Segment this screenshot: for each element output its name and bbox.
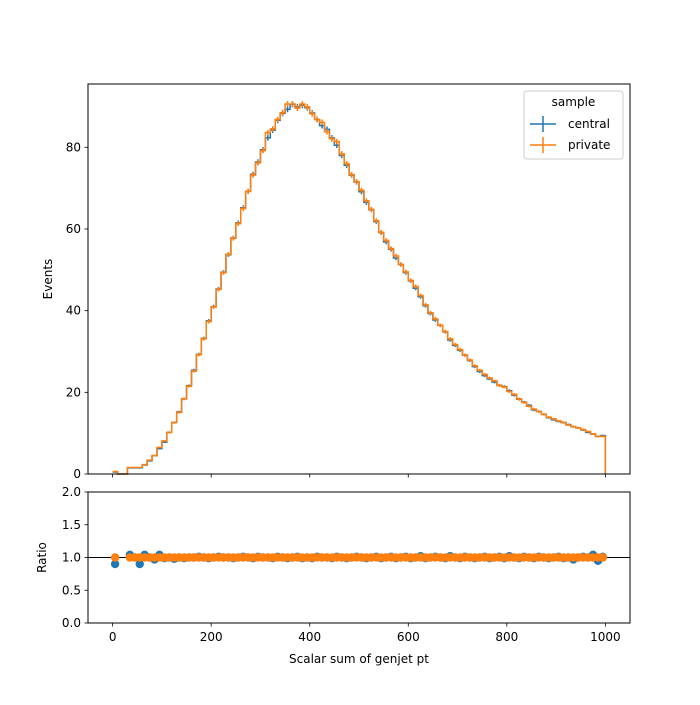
x-tick-label-1000: 1000 [590, 630, 621, 644]
top-y-axis-label: Events [41, 259, 55, 300]
top-plot-frame [87, 83, 631, 475]
top-y-tick-label-0: 0 [73, 467, 81, 481]
ratio-plot-frame [87, 491, 631, 624]
x-tick-label-800: 800 [495, 630, 518, 644]
x-tick-label-600: 600 [397, 630, 420, 644]
x-tick-label-200: 200 [200, 630, 223, 644]
legend-frame [523, 90, 624, 160]
ratio-point-central-3 [135, 559, 144, 569]
ratio-y-tick-label-0.5: 0.5 [62, 583, 81, 597]
x-ticks-group: 0 200 400 600 800 1000 [109, 623, 621, 644]
ratio-ticks-group: 0.0 0.5 1.0 1.5 2.0 [62, 485, 88, 630]
top-y-tick-label-60: 60 [66, 222, 81, 236]
ratio-y-tick-label-2.0: 2.0 [62, 485, 81, 499]
ratio-y-tick-label-1.0: 1.0 [62, 551, 81, 565]
x-tick-label-0: 0 [109, 630, 117, 644]
legend-title: sample [552, 95, 596, 109]
histogram-step-private [112, 103, 607, 475]
legend-entry-central: central [530, 116, 610, 132]
legend-label-private: private [568, 138, 610, 152]
ratio-point-central-0 [110, 559, 120, 569]
top-y-tick-label-80: 80 [66, 140, 81, 154]
legend-label-central: central [568, 117, 610, 131]
ratio-panel: 0.0 0.5 1.0 1.5 2.0 Ratio [35, 485, 631, 630]
top-y-tick-label-40: 40 [66, 304, 81, 318]
legend-entry-private: private [530, 137, 610, 153]
ratio-y-tick-label-0.0: 0.0 [62, 616, 81, 630]
ratio-point-private-97 [598, 553, 608, 562]
top-series-group [112, 101, 607, 475]
ratio-y-axis-label: Ratio [35, 542, 49, 573]
ratio-y-tick-label-1.5: 1.5 [62, 518, 81, 532]
top-ticks-group: 0 20 40 60 80 [66, 140, 606, 481]
ratio-series-group [110, 550, 608, 569]
x-axis-label: Scalar sum of genjet pt [289, 652, 429, 666]
ratio-point-private-0 [110, 553, 120, 562]
top-y-tick-label-20: 20 [66, 385, 81, 399]
legend: sample central private [523, 90, 624, 160]
x-tick-label-400: 400 [298, 630, 321, 644]
